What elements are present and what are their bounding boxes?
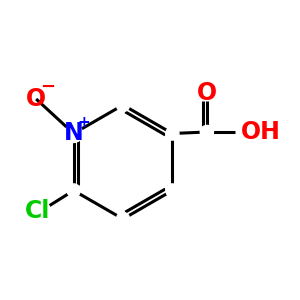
Circle shape (64, 124, 82, 142)
Circle shape (116, 212, 130, 226)
Circle shape (166, 184, 179, 197)
Circle shape (67, 184, 80, 197)
Circle shape (200, 125, 214, 139)
Text: O: O (197, 81, 217, 105)
Text: −: − (40, 78, 56, 96)
Text: Cl: Cl (25, 200, 50, 224)
Text: O: O (26, 87, 46, 111)
Text: OH: OH (242, 120, 281, 144)
Circle shape (116, 98, 130, 112)
Text: +: + (78, 116, 91, 130)
Text: N: N (64, 122, 83, 146)
Circle shape (166, 127, 179, 140)
